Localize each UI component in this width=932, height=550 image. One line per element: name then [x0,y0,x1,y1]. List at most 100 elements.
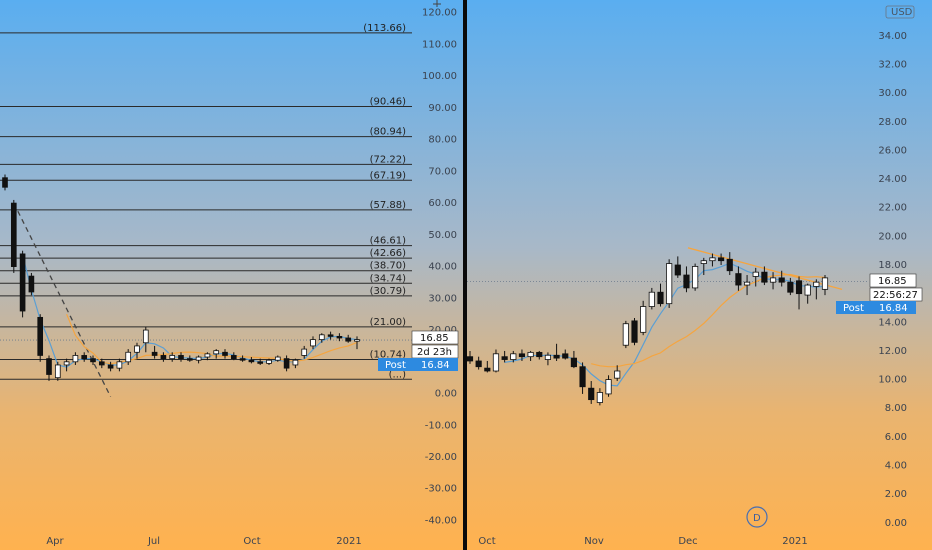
candle[interactable] [778,270,785,287]
candle[interactable] [743,275,751,296]
candle[interactable] [466,350,474,364]
candle[interactable] [72,352,79,365]
candle[interactable] [683,266,690,293]
candle[interactable] [492,349,500,373]
candle[interactable] [151,345,158,359]
candle[interactable] [222,349,228,359]
candle[interactable] [718,253,725,265]
candle[interactable] [484,360,491,373]
candle[interactable] [54,361,61,381]
fib-level-label: (80.94) [370,127,407,138]
candle[interactable] [666,259,673,308]
candle[interactable] [769,272,777,290]
left-y-tick: 60.00 [428,198,457,209]
candle[interactable] [510,350,517,363]
candle[interactable] [37,314,44,362]
candle[interactable] [230,352,237,361]
panel-divider[interactable] [463,0,467,550]
candle[interactable] [257,358,264,365]
candle[interactable] [674,256,681,278]
candle[interactable] [63,358,70,372]
candle[interactable] [195,355,202,364]
candle[interactable] [28,272,35,296]
candle[interactable] [821,275,829,296]
candle[interactable] [518,349,526,361]
right-y-tick: 20.00 [878,231,907,242]
candle[interactable] [160,352,167,362]
candle[interactable] [501,350,508,363]
left-y-tick: 30.00 [428,293,457,304]
candle[interactable] [795,276,803,310]
candle[interactable] [813,279,820,300]
candle[interactable] [116,358,123,372]
candle[interactable] [336,333,343,342]
candle[interactable] [579,362,586,394]
candle[interactable] [178,352,184,362]
candle[interactable] [536,350,543,360]
candle[interactable] [186,355,193,362]
candle[interactable] [169,352,176,362]
candle[interactable] [301,345,308,359]
candle[interactable] [46,355,52,381]
candle[interactable] [354,336,360,350]
candle[interactable] [605,375,612,397]
candle[interactable] [475,356,482,370]
candle[interactable] [527,350,534,361]
candle[interactable] [283,355,290,372]
candle[interactable] [622,320,629,349]
candle[interactable] [752,267,759,287]
candle[interactable] [570,350,577,369]
candle[interactable] [98,358,105,369]
candle[interactable] [327,331,334,340]
candle[interactable] [631,318,638,346]
interval-badge[interactable]: D [746,506,768,528]
candle[interactable] [310,336,316,350]
candle[interactable] [134,342,140,359]
candle[interactable] [318,333,325,343]
candle[interactable] [248,357,255,364]
candle[interactable] [142,326,149,353]
candle[interactable] [700,257,707,276]
candle[interactable] [81,352,88,362]
candle[interactable] [553,343,560,361]
candle[interactable] [292,358,299,369]
candle[interactable] [692,263,699,291]
right-x-tick: 2021 [782,536,807,547]
right-candles [466,252,829,406]
left-ma-orange[interactable] [66,313,358,365]
candle[interactable] [239,355,246,362]
candle[interactable] [204,352,211,361]
right-y-tick: 32.00 [878,59,907,70]
candle[interactable] [709,253,716,267]
candle[interactable] [640,300,647,336]
left-time-axis: Apr Jul Oct 2021 [46,536,361,547]
trendline-dashed[interactable] [13,202,112,397]
currency-badge[interactable]: USD [885,5,915,19]
candle[interactable] [562,349,569,360]
candle[interactable] [726,252,733,276]
candle[interactable] [596,388,603,406]
candle[interactable] [90,355,96,365]
candle[interactable] [787,277,794,296]
right-ma-orange[interactable] [591,273,826,368]
candle[interactable] [735,266,742,291]
candle[interactable] [213,349,220,359]
candle[interactable] [107,361,114,372]
candle[interactable] [345,334,352,343]
candle[interactable] [588,381,595,404]
candle[interactable] [804,283,811,304]
candle[interactable] [19,250,26,318]
candle[interactable] [2,174,8,191]
candle[interactable] [657,283,664,307]
candle[interactable] [266,358,272,365]
candle[interactable] [544,352,552,366]
candle[interactable] [614,365,621,382]
fib-level-label: (113.66) [363,23,406,34]
candle[interactable] [274,355,281,362]
candle[interactable] [648,287,655,310]
candle[interactable] [125,349,132,365]
candle[interactable] [10,199,17,273]
candle[interactable] [761,266,768,286]
